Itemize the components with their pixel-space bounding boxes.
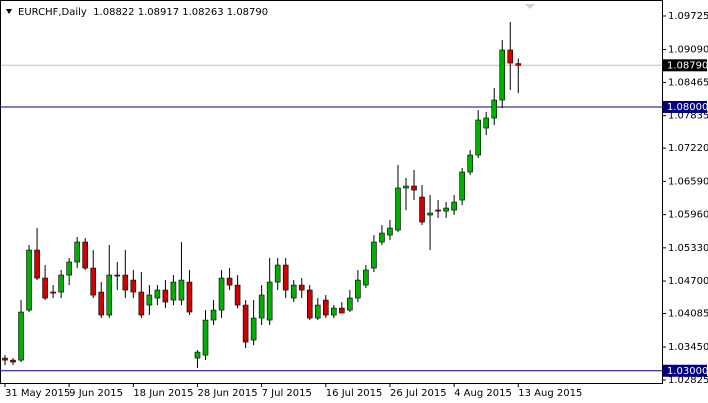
level-label-box (663, 59, 707, 72)
candle-body (331, 307, 337, 316)
candle-body (475, 119, 481, 156)
candle-body (10, 359, 16, 363)
level-label: 1.08000 (667, 102, 708, 113)
candle-body (387, 227, 393, 236)
candle-body (290, 284, 297, 299)
candle-body (234, 284, 241, 306)
candle-body (138, 291, 145, 316)
plot-frame (0, 0, 663, 384)
candle-body (355, 279, 361, 299)
y-tick-label: 1.09725 (668, 11, 708, 22)
x-tick-label: 4 Aug 2015 (454, 388, 512, 399)
candle-body (106, 274, 113, 316)
x-tick-label: 7 Jul 2015 (262, 388, 312, 399)
candle-body (2, 357, 8, 361)
candle-body (154, 289, 161, 299)
candle-body (483, 117, 490, 129)
candle-body (58, 274, 64, 293)
candle-body (306, 289, 313, 319)
candle-body (162, 289, 169, 303)
candle-body (242, 304, 249, 343)
candle-body (274, 264, 281, 283)
candle-body (170, 281, 177, 301)
x-tick-label: 16 Jul 2015 (326, 388, 383, 399)
candle-body (202, 319, 209, 356)
candle-body (298, 284, 305, 291)
candle-body (419, 196, 425, 223)
candle-body (507, 49, 514, 64)
candle-body (82, 241, 88, 269)
level-label: 1.08790 (667, 60, 708, 71)
candle-body (363, 269, 369, 286)
candle-body (50, 291, 56, 294)
candle-body (98, 291, 105, 316)
candle-body (210, 309, 217, 321)
candle-body (443, 207, 449, 212)
candle-body (66, 261, 72, 276)
candle-body (499, 49, 506, 101)
x-tick-label: 26 Jul 2015 (390, 388, 447, 399)
x-tick-label: 31 May 2015 (5, 388, 70, 399)
candle-body (226, 277, 233, 286)
shift-marker[interactable] (525, 4, 535, 9)
candle-body (322, 299, 329, 316)
candle-body (515, 63, 522, 66)
candle-body (266, 281, 273, 321)
candle-body (282, 264, 289, 291)
candle-body (90, 267, 97, 296)
candle-body (34, 249, 40, 279)
candle-body (314, 304, 321, 319)
chart-title: EURCHF,Daily 1.08822 1.08917 1.08263 1.0… (18, 7, 268, 18)
menu-arrow[interactable] (6, 9, 12, 14)
x-tick-label: 13 Aug 2015 (518, 388, 582, 399)
candle-body (194, 351, 201, 359)
candle-body (186, 281, 193, 313)
candle-body (130, 279, 137, 293)
y-tick-label: 1.04700 (668, 276, 708, 287)
candle-body (371, 241, 377, 269)
candle-body (427, 212, 433, 216)
candle-body (395, 187, 401, 231)
level-label: 1.03000 (667, 366, 708, 377)
y-tick-label: 1.09090 (668, 44, 708, 55)
candle-body (435, 209, 441, 212)
x-tick-label: 18 Jun 2015 (133, 388, 193, 399)
y-tick-label: 1.08465 (668, 77, 708, 88)
candle-body (379, 232, 385, 243)
y-tick-label: 1.04085 (668, 309, 708, 320)
candle-body (459, 171, 465, 201)
y-tick-label: 1.07835 (668, 111, 708, 122)
y-tick-label: 1.05330 (668, 243, 708, 254)
y-tick-label: 1.07220 (668, 143, 708, 154)
candle-body (74, 241, 80, 263)
candle-body (347, 297, 353, 311)
y-tick-label: 1.05960 (668, 210, 708, 221)
candle-body (114, 274, 121, 277)
candle-body (26, 249, 32, 311)
candle-body (491, 99, 498, 119)
candle-body (146, 294, 153, 306)
candle-body (178, 279, 185, 301)
candle-body (467, 154, 473, 173)
candle-body (42, 277, 48, 299)
candle-body (258, 294, 265, 319)
candle-body (339, 307, 345, 314)
x-tick-label: 28 Jun 2015 (197, 388, 257, 399)
x-tick-label: 9 Jun 2015 (69, 388, 123, 399)
candle-body (451, 201, 457, 211)
candle-body (250, 317, 257, 341)
y-tick-label: 1.02825 (668, 375, 708, 386)
candle-body (403, 185, 409, 189)
candle-body (411, 185, 417, 191)
y-tick-label: 1.03450 (668, 342, 708, 353)
candle-body (18, 311, 24, 361)
level-label-box (663, 364, 707, 377)
candle-body (218, 277, 225, 311)
candle-body (122, 274, 129, 291)
level-label-box (663, 100, 707, 113)
y-tick-label: 1.06590 (668, 176, 708, 187)
